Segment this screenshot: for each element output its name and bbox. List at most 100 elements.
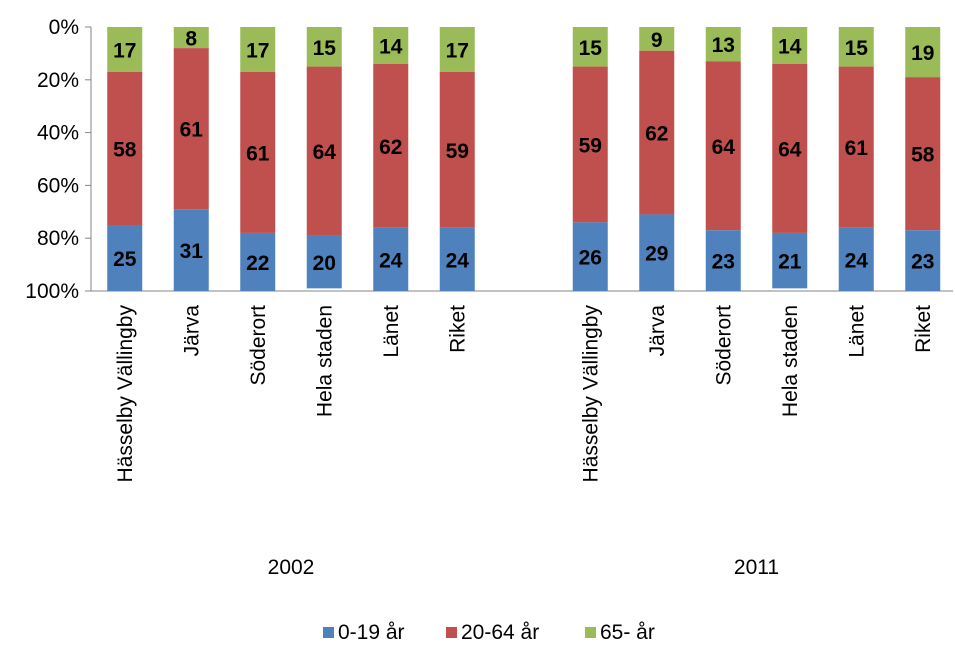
legend: 0-19 år 20-64 år 65- år (323, 621, 655, 644)
bar-segment (772, 63, 808, 233)
category-label: Järva (646, 305, 669, 357)
data-label: 61 (246, 142, 270, 165)
bar-segment (905, 27, 941, 78)
bar-segment (306, 235, 342, 289)
data-label: 8 (185, 28, 197, 51)
data-label: 64 (778, 138, 802, 161)
bar-segment (240, 27, 276, 72)
data-label: 31 (180, 240, 204, 263)
y-tick-label: 40% (37, 122, 79, 145)
bar-segment (439, 27, 475, 72)
category-label: Söderort (712, 305, 735, 386)
category-label: Hela staden (313, 305, 336, 417)
bar-segment (439, 227, 475, 291)
data-label: 58 (113, 138, 137, 161)
data-label: 23 (712, 251, 735, 274)
bar-segment (107, 71, 143, 225)
category-label: Söderort (247, 305, 270, 386)
data-label: 64 (712, 136, 736, 159)
bar-segment (772, 232, 808, 289)
bar-segment (705, 27, 741, 62)
legend-swatch (585, 627, 596, 638)
legend-label: 20-64 år (461, 621, 539, 644)
bar-segment (240, 232, 276, 291)
bar-segment (240, 71, 276, 233)
bar-segment (173, 27, 209, 49)
category-label: Riket (446, 305, 469, 353)
data-label: 19 (911, 42, 934, 65)
data-labels: 17 58 25 8 61 31 17 61 22 15 64 20 14 62 24 17 59 24 15 59 2… (113, 28, 935, 275)
data-label: 21 (778, 251, 802, 274)
y-tick-label: 60% (37, 174, 79, 197)
bar-segment (838, 27, 874, 67)
data-label: 61 (180, 119, 204, 142)
bar-segment (772, 27, 808, 64)
data-label: 13 (712, 34, 735, 57)
bar-segment (107, 225, 143, 291)
data-label: 22 (246, 252, 269, 275)
data-label: 59 (446, 140, 469, 163)
bars (107, 27, 941, 291)
bar-segment (639, 27, 675, 51)
bar-segment (173, 209, 209, 291)
category-label: Hässelby Vällingby (579, 305, 602, 483)
data-label: 64 (313, 141, 337, 164)
bar-segment (838, 227, 874, 291)
data-label: 24 (379, 249, 403, 272)
bar-segment (838, 66, 874, 228)
legend-swatch (323, 627, 334, 638)
legend-label: 0-19 år (338, 621, 405, 644)
data-label: 14 (778, 35, 802, 58)
bar-segment (306, 27, 342, 67)
bar-segment (439, 71, 475, 228)
data-label: 15 (579, 37, 603, 60)
data-label: 62 (379, 136, 402, 159)
bar-segment (373, 27, 409, 64)
bar-segment (572, 66, 608, 223)
bar-segment (639, 214, 675, 291)
data-label: 24 (845, 249, 869, 272)
data-label: 9 (651, 29, 663, 52)
category-label: Länet (845, 305, 868, 358)
group-label: 2002 (268, 556, 315, 579)
legend-swatch (446, 627, 457, 638)
legend-label: 65- år (600, 621, 655, 644)
bar-segment (639, 50, 675, 215)
data-label: 26 (579, 247, 602, 270)
data-label: 25 (113, 248, 137, 271)
data-label: 59 (579, 134, 602, 157)
group-label: 2011 (734, 556, 779, 579)
data-label: 17 (113, 39, 136, 62)
data-label: 15 (845, 37, 869, 60)
data-label: 17 (446, 39, 469, 62)
category-label: Riket (912, 305, 935, 353)
y-tick-label: 0% (49, 16, 79, 39)
data-label: 58 (911, 144, 935, 167)
data-label: 17 (246, 39, 269, 62)
bar-segment (572, 27, 608, 67)
data-label: 20 (313, 252, 336, 275)
data-label: 61 (845, 137, 869, 160)
bar-segment (373, 63, 409, 228)
data-label: 15 (313, 37, 337, 60)
y-tick-label: 80% (37, 227, 79, 250)
category-labels: Hässelby Vällingby Järva Söderort Hela stad… (114, 305, 935, 579)
category-label: Järva (180, 305, 203, 357)
category-label: Hässelby Vällingby (114, 305, 137, 483)
data-label: 29 (645, 243, 668, 266)
data-label: 24 (446, 249, 470, 272)
category-label: Hela staden (779, 305, 802, 417)
bar-segment (905, 77, 941, 231)
data-label: 14 (379, 35, 403, 58)
category-label: Länet (380, 305, 403, 358)
y-tick-label: 20% (37, 69, 79, 92)
bar-segment (306, 66, 342, 236)
axes: 0% 20% 40% 60% 80% 100% (25, 16, 953, 303)
data-label: 23 (911, 251, 934, 274)
bar-segment (905, 230, 941, 291)
bar-segment (705, 230, 741, 291)
y-tick-label: 100% (25, 280, 79, 303)
bar-segment (373, 227, 409, 291)
